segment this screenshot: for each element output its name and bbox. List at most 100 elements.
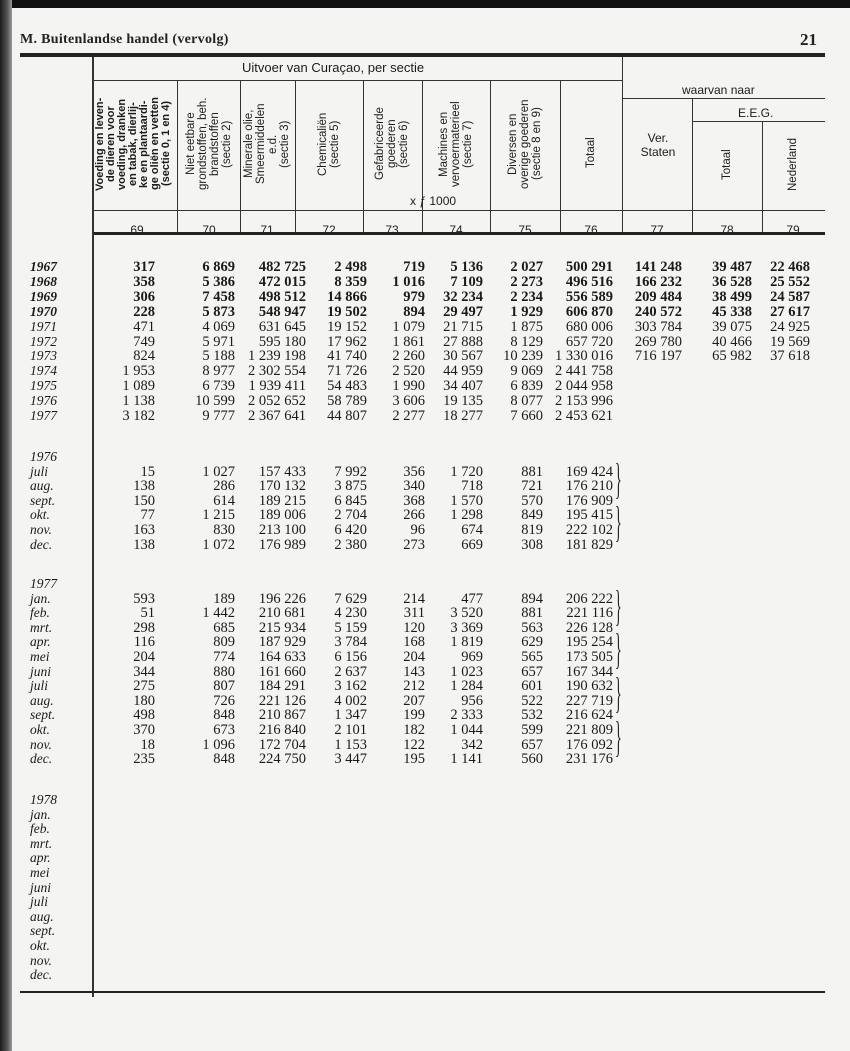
cell-col-76: 176 210	[565, 478, 613, 495]
cell-col-71: 472 015	[258, 273, 306, 290]
cell-col-75: 2 273	[510, 273, 543, 290]
cell-col-69: 180	[133, 692, 155, 709]
cell-col-71: 631 645	[258, 318, 306, 335]
cell-col-75: 881	[521, 605, 543, 622]
row-label: nov.	[30, 952, 52, 968]
cell-col-79: 19 569	[770, 333, 810, 350]
stub-divider	[92, 57, 94, 997]
cell-col-70: 189	[213, 590, 235, 607]
row-label: 1970	[30, 303, 57, 319]
cell-col-70: 5 873	[202, 303, 235, 320]
cell-col-72: 1 153	[334, 736, 367, 753]
cell-col-72: 2 380	[334, 536, 367, 553]
row-label: mei	[30, 865, 50, 880]
column-number-divider	[363, 210, 364, 232]
cell-col-73: 368	[403, 492, 425, 509]
cell-col-76: 680 006	[565, 318, 613, 335]
column-divider	[295, 80, 296, 210]
cell-col-78: 65 982	[712, 348, 752, 365]
column-divider	[240, 80, 241, 210]
column-header-line: (sectie 2)	[221, 120, 233, 168]
cell-col-74: 342	[461, 736, 483, 753]
cell-col-76: 173 505	[565, 649, 613, 665]
cell-col-69: 138	[133, 536, 155, 553]
cell-col-74: 956	[461, 692, 483, 709]
cell-col-72: 58 789	[327, 393, 367, 410]
cell-col-73: 204	[403, 649, 425, 665]
cell-col-70: 673	[213, 722, 235, 738]
column-header-line: overige goederen	[519, 99, 531, 189]
cell-col-69: 235	[133, 751, 155, 768]
cell-col-74: 1 570	[450, 492, 483, 509]
cell-col-72: 54 483	[327, 378, 367, 395]
cell-col-71: 176 989	[258, 536, 306, 553]
cell-col-76: 227 719	[565, 692, 613, 709]
top-thick-rule	[20, 53, 825, 57]
cell-col-69: 593	[133, 590, 155, 607]
cell-col-77: 141 248	[634, 259, 682, 275]
row-label: apr.	[30, 850, 51, 866]
cell-col-74: 21 715	[443, 318, 483, 335]
cell-col-71: 170 132	[258, 478, 306, 495]
row-label: juli	[30, 678, 49, 694]
cell-col-73: 1 990	[392, 378, 425, 395]
cell-col-70: 807	[213, 678, 235, 695]
row-label: dec.	[30, 751, 53, 767]
cell-col-78: 36 528	[712, 273, 752, 290]
column-header-71: Minerale olie, Smeermiddelen e.d. (sectie 3…	[243, 84, 291, 204]
column-header-line: (sectie 5)	[329, 120, 341, 168]
cell-col-75: 657	[521, 663, 543, 680]
cell-col-73: 266	[403, 507, 425, 524]
cell-col-73: 894	[403, 303, 425, 320]
cell-col-76: 2 453 621	[555, 408, 613, 424]
unit-label: x ƒ 1000	[410, 194, 457, 208]
cell-col-74: 718	[461, 478, 483, 495]
cell-col-72: 19 152	[327, 318, 367, 335]
cell-col-75: 8 129	[510, 333, 543, 350]
cell-col-75: 1 929	[510, 303, 543, 320]
row-label: 1971	[30, 318, 57, 334]
cell-col-69: 77	[140, 507, 156, 524]
cell-col-70: 685	[213, 619, 235, 636]
cell-col-75: 881	[521, 463, 543, 480]
column-number-divider	[692, 210, 693, 232]
row-label: 1976	[30, 393, 57, 409]
column-header-70: Niet eetbare grondstoffen, beh. brandstoff…	[185, 84, 233, 204]
cell-col-77: 269 780	[634, 333, 682, 350]
cell-col-76: 1 330 016	[555, 348, 613, 365]
cell-col-74: 19 135	[443, 393, 483, 410]
cell-col-69: 15	[140, 463, 156, 480]
cell-col-75: 2 234	[510, 288, 543, 305]
cell-col-74: 2 333	[450, 707, 483, 724]
quarter-brace-icon: }	[615, 502, 622, 549]
cell-col-71: 224 750	[258, 751, 306, 768]
cell-col-76: 176 909	[565, 492, 613, 509]
cell-col-73: 3 606	[392, 393, 425, 410]
cell-col-79: 24 587	[770, 288, 810, 305]
cell-col-75: 894	[521, 590, 543, 607]
cell-col-69: 749	[133, 333, 155, 350]
cell-col-72: 71 726	[327, 363, 367, 380]
cell-col-74: 1 819	[450, 634, 483, 651]
cell-col-73: 168	[403, 634, 425, 651]
column-number-77: 77	[650, 223, 664, 237]
cell-col-70: 809	[213, 634, 235, 651]
cell-col-71: 210 867	[258, 707, 306, 724]
column-header-79: Nederland	[787, 125, 799, 204]
cell-col-75: 849	[521, 507, 543, 524]
cell-col-69: 116	[133, 634, 155, 651]
cell-col-75: 7 660	[510, 408, 543, 424]
row-label: okt.	[30, 507, 50, 523]
page-number: 21	[800, 30, 817, 49]
column-number-divider	[560, 210, 561, 232]
header-bottom-rule	[92, 232, 825, 235]
row-label: jan.	[30, 806, 51, 822]
cell-col-74: 1 298	[450, 507, 483, 524]
eeg-rule	[692, 121, 825, 122]
eeg-label: E.E.G.	[738, 106, 774, 120]
cell-col-76: 181 829	[565, 536, 613, 553]
column-number-divider	[240, 210, 241, 232]
cell-col-70: 4 069	[202, 318, 235, 335]
column-number-71: 71	[260, 223, 274, 237]
cell-col-70: 8 977	[202, 363, 235, 380]
